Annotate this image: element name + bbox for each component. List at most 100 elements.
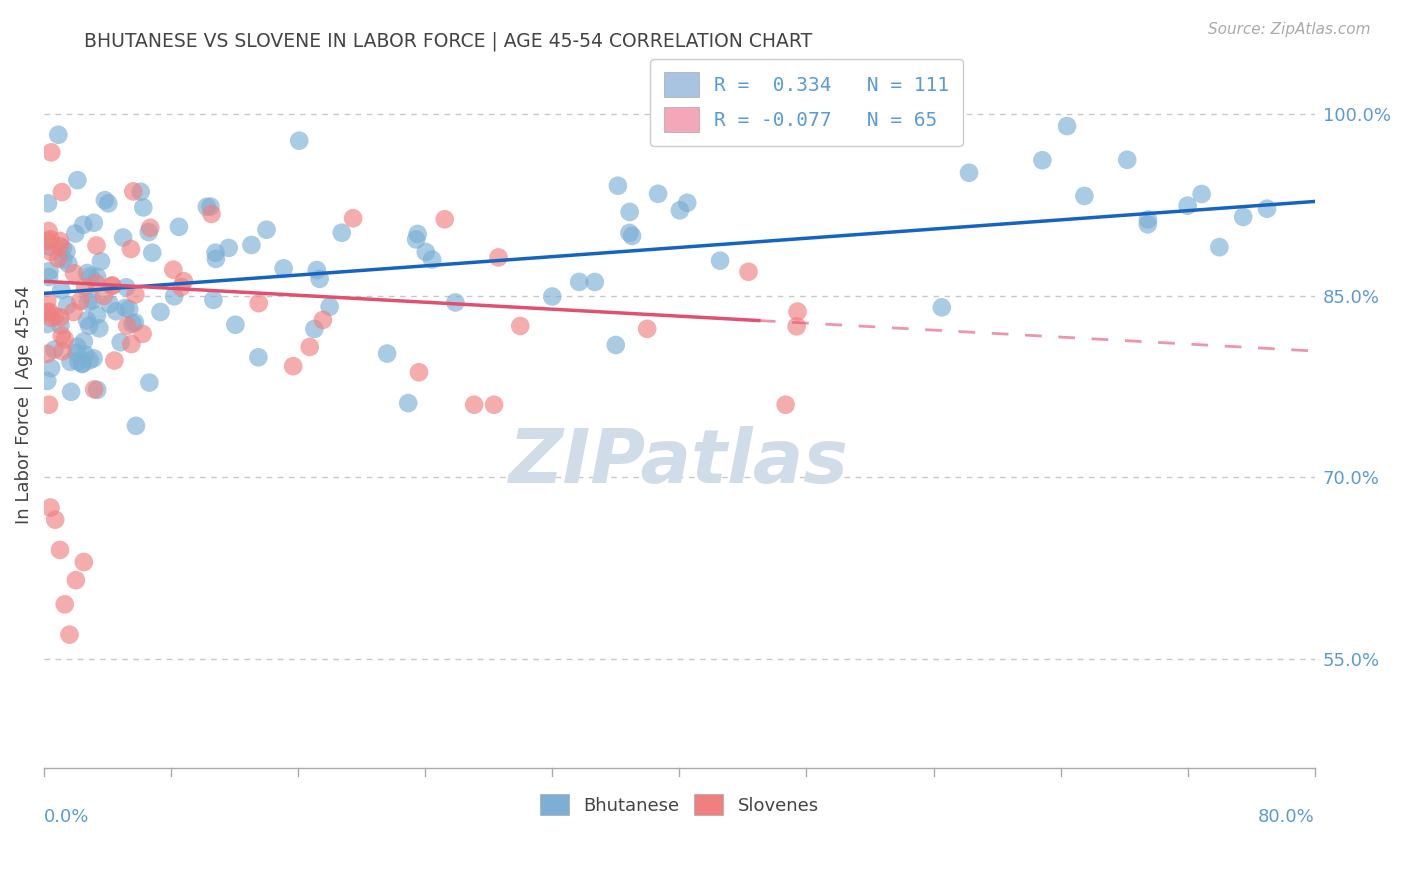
Point bbox=[138, 225, 160, 239]
Point bbox=[256, 223, 278, 237]
Point bbox=[312, 313, 335, 327]
Point bbox=[97, 196, 120, 211]
Point bbox=[308, 272, 330, 286]
Point bbox=[775, 398, 797, 412]
Point bbox=[94, 193, 117, 207]
Point bbox=[415, 245, 437, 260]
Point bbox=[1056, 119, 1078, 133]
Point bbox=[38, 398, 60, 412]
Point bbox=[463, 398, 485, 412]
Point bbox=[957, 166, 980, 180]
Point bbox=[39, 145, 62, 160]
Point bbox=[1116, 153, 1139, 167]
Point bbox=[162, 262, 184, 277]
Point bbox=[124, 315, 146, 329]
Point bbox=[39, 232, 62, 246]
Point bbox=[141, 245, 163, 260]
Point bbox=[58, 627, 80, 641]
Point bbox=[406, 227, 429, 241]
Point bbox=[240, 238, 263, 252]
Point bbox=[125, 418, 148, 433]
Point bbox=[49, 543, 72, 558]
Point bbox=[488, 251, 510, 265]
Point bbox=[1031, 153, 1053, 168]
Legend: Bhutanese, Slovenes: Bhutanese, Slovenes bbox=[531, 785, 828, 824]
Text: 80.0%: 80.0% bbox=[1258, 807, 1315, 826]
Point bbox=[90, 254, 112, 268]
Point bbox=[636, 322, 658, 336]
Point bbox=[621, 228, 644, 243]
Point bbox=[247, 296, 270, 310]
Text: Source: ZipAtlas.com: Source: ZipAtlas.com bbox=[1208, 22, 1371, 37]
Point bbox=[114, 301, 136, 315]
Point bbox=[79, 353, 101, 368]
Point bbox=[53, 598, 76, 612]
Point bbox=[101, 278, 124, 293]
Point bbox=[318, 300, 340, 314]
Point bbox=[65, 227, 87, 241]
Point bbox=[51, 185, 73, 199]
Point bbox=[138, 376, 160, 390]
Point bbox=[224, 318, 246, 332]
Point bbox=[568, 275, 591, 289]
Point bbox=[86, 238, 108, 252]
Point bbox=[44, 309, 66, 323]
Point bbox=[605, 338, 627, 352]
Point bbox=[205, 252, 228, 266]
Point bbox=[1191, 186, 1213, 201]
Point bbox=[669, 203, 692, 218]
Point bbox=[202, 293, 225, 307]
Point bbox=[1177, 199, 1199, 213]
Point bbox=[396, 396, 419, 410]
Point bbox=[39, 244, 62, 259]
Point bbox=[38, 240, 60, 254]
Point bbox=[173, 274, 195, 288]
Point bbox=[444, 295, 467, 310]
Point bbox=[200, 207, 222, 221]
Point bbox=[509, 318, 531, 333]
Point bbox=[52, 241, 75, 255]
Point bbox=[647, 186, 669, 201]
Point bbox=[83, 216, 105, 230]
Point bbox=[149, 305, 172, 319]
Point bbox=[1208, 240, 1230, 254]
Point bbox=[37, 196, 59, 211]
Point bbox=[59, 355, 82, 369]
Point bbox=[433, 212, 456, 227]
Point bbox=[37, 234, 59, 248]
Point bbox=[1136, 212, 1159, 227]
Point bbox=[132, 201, 155, 215]
Point bbox=[44, 513, 66, 527]
Point bbox=[619, 205, 641, 219]
Point bbox=[121, 317, 143, 331]
Point bbox=[786, 319, 808, 334]
Point bbox=[200, 200, 222, 214]
Point bbox=[76, 266, 98, 280]
Point bbox=[583, 275, 606, 289]
Point bbox=[170, 280, 193, 294]
Point bbox=[70, 356, 93, 370]
Point bbox=[56, 298, 79, 312]
Point bbox=[204, 245, 226, 260]
Point bbox=[75, 280, 97, 294]
Y-axis label: In Labor Force | Age 45-54: In Labor Force | Age 45-54 bbox=[15, 285, 32, 524]
Point bbox=[89, 321, 111, 335]
Point bbox=[118, 302, 141, 317]
Point bbox=[86, 383, 108, 397]
Point bbox=[37, 374, 59, 388]
Point bbox=[122, 185, 145, 199]
Point bbox=[98, 297, 121, 311]
Point bbox=[115, 280, 138, 294]
Point bbox=[37, 317, 59, 331]
Point bbox=[44, 343, 66, 357]
Point bbox=[86, 308, 108, 322]
Point bbox=[39, 310, 62, 325]
Point bbox=[105, 304, 128, 318]
Point bbox=[283, 359, 305, 373]
Point bbox=[110, 335, 132, 350]
Point bbox=[72, 357, 94, 371]
Point bbox=[66, 346, 89, 360]
Point bbox=[82, 293, 104, 308]
Point bbox=[72, 218, 94, 232]
Point bbox=[63, 266, 86, 280]
